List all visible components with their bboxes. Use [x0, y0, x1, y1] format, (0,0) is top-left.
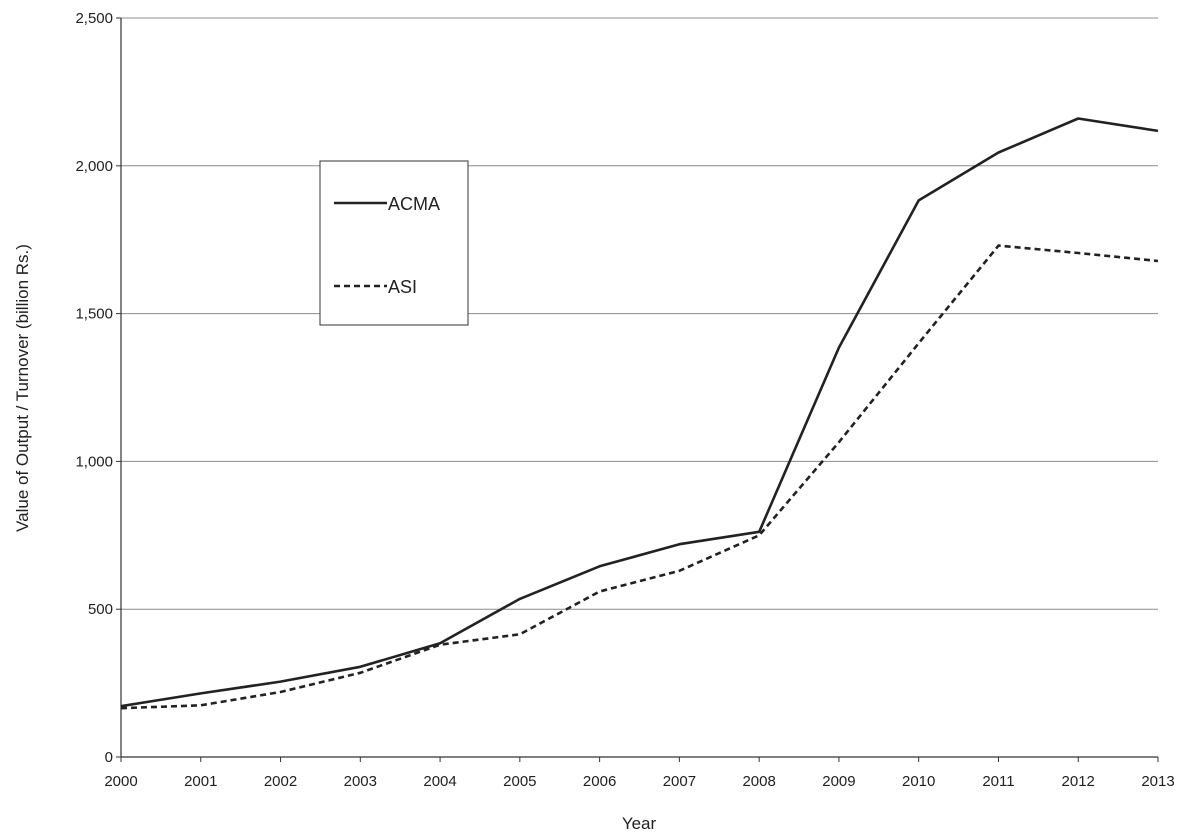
x-tick-label: 2005	[503, 773, 536, 790]
x-tick-label: 2002	[264, 773, 297, 790]
x-tick-label: 2012	[1062, 773, 1095, 790]
grid-lines	[121, 17, 1158, 610]
y-tick-label: 2,000	[75, 158, 113, 175]
x-tick-label: 2008	[742, 773, 775, 790]
legend-label-acma: ACMA	[388, 194, 440, 214]
series-line-asi	[120, 244, 1159, 710]
legend-label-asi: ASI	[388, 277, 417, 297]
y-axis-title: Value of Output / Turnover (billion Rs.)	[13, 244, 32, 532]
y-axis-ticks: 0 500 1,000 1,500 2,000 2,500	[75, 10, 121, 766]
x-tick-label: 2000	[104, 773, 137, 790]
series-line-acma	[120, 117, 1159, 708]
y-tick-label: 2,500	[75, 10, 113, 27]
x-tick-label: 2001	[184, 773, 217, 790]
y-tick-label: 0	[105, 749, 113, 766]
legend-box	[319, 160, 469, 326]
x-tick-label: 2003	[344, 773, 377, 790]
axes	[120, 18, 1158, 758]
x-axis-title: Year	[622, 814, 657, 833]
x-tick-label: 2011	[982, 773, 1014, 790]
x-tick-label: 2006	[583, 773, 616, 790]
x-tick-label: 2007	[663, 773, 696, 790]
y-tick-label: 1,500	[75, 306, 113, 323]
y-tick-label: 1,000	[75, 453, 113, 470]
x-tick-label: 2010	[902, 773, 935, 790]
y-tick-label: 500	[88, 601, 113, 618]
x-tick-label: 2013	[1141, 773, 1174, 790]
x-axis-ticks: 2000 2001 2002 2003 2004 2005 2006 2007 2008 2009…	[104, 757, 1175, 790]
x-tick-label: 2004	[423, 773, 456, 790]
legend: ACMA ASI	[319, 160, 469, 326]
series-lines	[120, 117, 1159, 710]
x-tick-label: 2009	[822, 773, 855, 790]
